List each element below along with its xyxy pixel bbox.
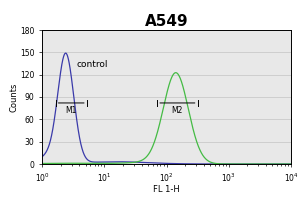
Title: A549: A549 [145,14,188,29]
Text: M2: M2 [172,106,183,115]
X-axis label: FL 1-H: FL 1-H [153,185,180,194]
Y-axis label: Counts: Counts [10,82,19,112]
Text: M1: M1 [66,106,77,115]
Text: control: control [76,60,108,69]
